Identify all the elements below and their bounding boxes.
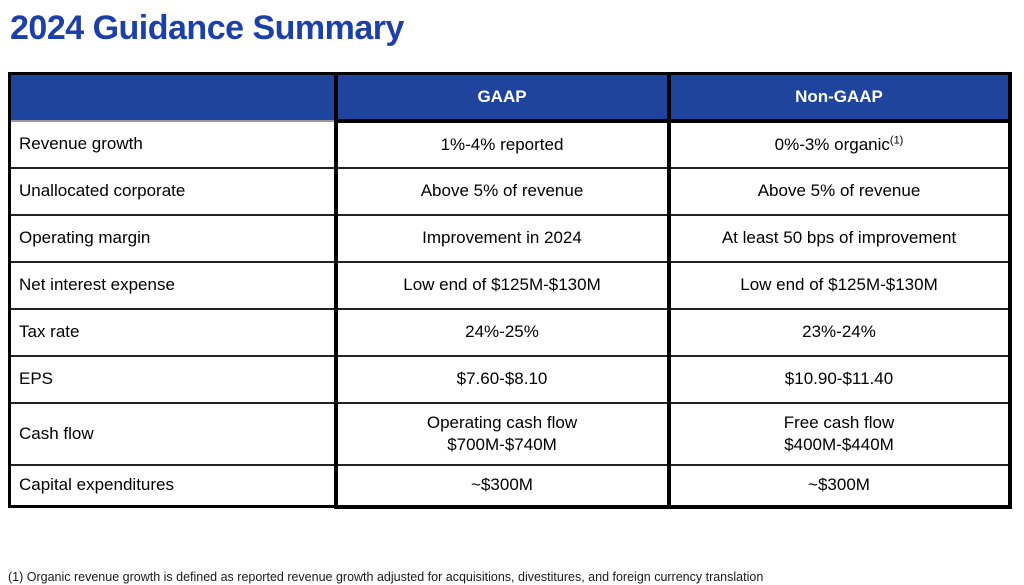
non-gaap-value-cell: ~$300M bbox=[668, 464, 1012, 509]
table-row: Tax rate 24%-25% 23%-24% bbox=[8, 308, 1012, 357]
gaap-value-cell: Operating cash flow $700M-$740M bbox=[333, 402, 671, 466]
row-label: Operating margin bbox=[8, 214, 336, 263]
footnote-reference: (1) bbox=[889, 133, 904, 146]
gaap-value-cell: ~$300M bbox=[333, 464, 671, 509]
table-row: Revenue growth 1%-4% reported 0%-3% orga… bbox=[8, 120, 1012, 169]
table-row: Cash flow Operating cash flow $700M-$740… bbox=[8, 402, 1012, 466]
table-header-row: GAAP Non-GAAP bbox=[8, 72, 1012, 123]
row-label: Cash flow bbox=[8, 402, 336, 466]
row-label: EPS bbox=[8, 355, 336, 404]
non-gaap-value-cell: Free cash flow $400M-$440M bbox=[668, 402, 1012, 466]
row-label: Net interest expense bbox=[8, 261, 336, 310]
non-gaap-value-cell: 0%-3% organic(1) bbox=[668, 120, 1012, 169]
gaap-value-cell: 1%-4% reported bbox=[333, 120, 671, 169]
row-label: Capital expenditures bbox=[8, 464, 336, 508]
gaap-value-cell: $7.60-$8.10 bbox=[333, 355, 671, 404]
gaap-value-cell: 24%-25% bbox=[333, 308, 671, 357]
row-label: Unallocated corporate bbox=[8, 167, 336, 216]
table-row: Operating margin Improvement in 2024 At … bbox=[8, 214, 1012, 263]
non-gaap-value-cell: Above 5% of revenue bbox=[668, 167, 1012, 216]
gaap-value-cell: Improvement in 2024 bbox=[333, 214, 671, 263]
column-header-blank bbox=[8, 72, 336, 122]
non-gaap-value-cell: Low end of $125M-$130M bbox=[668, 261, 1012, 310]
guidance-table: GAAP Non-GAAP Revenue growth 1%-4% repor… bbox=[8, 72, 1012, 509]
table-row: Net interest expense Low end of $125M-$1… bbox=[8, 261, 1012, 310]
column-header-gaap: GAAP bbox=[333, 72, 671, 123]
page-title: 2024 Guidance Summary bbox=[10, 9, 404, 47]
table-row: EPS $7.60-$8.10 $10.90-$11.40 bbox=[8, 355, 1012, 404]
non-gaap-value-cell: At least 50 bps of improvement bbox=[668, 214, 1012, 263]
footnote: (1) Organic revenue growth is defined as… bbox=[8, 570, 764, 584]
column-header-non-gaap: Non-GAAP bbox=[668, 72, 1012, 123]
gaap-value-cell: Above 5% of revenue bbox=[333, 167, 671, 216]
non-gaap-value-text: 0%-3% organic bbox=[774, 134, 890, 154]
gaap-value-cell: Low end of $125M-$130M bbox=[333, 261, 671, 310]
non-gaap-value-cell: 23%-24% bbox=[668, 308, 1012, 357]
table-row: Unallocated corporate Above 5% of revenu… bbox=[8, 167, 1012, 216]
slide: 2024 Guidance Summary GAAP Non-GAAP Reve… bbox=[0, 8, 1024, 585]
row-label: Tax rate bbox=[8, 308, 336, 357]
non-gaap-value-cell: $10.90-$11.40 bbox=[668, 355, 1012, 404]
row-label: Revenue growth bbox=[8, 120, 336, 169]
table-row: Capital expenditures ~$300M ~$300M bbox=[8, 464, 1012, 509]
